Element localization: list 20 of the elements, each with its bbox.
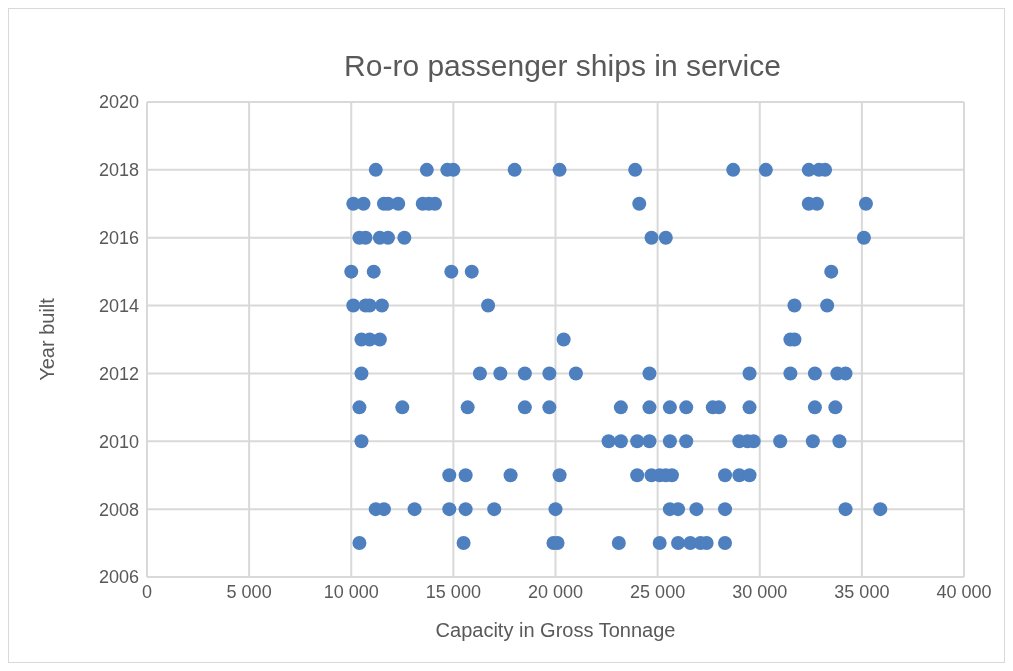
chart-title: Ro-ro passenger ships in service: [343, 49, 782, 83]
x-tick-label: 15 000: [425, 581, 481, 602]
y-axis-title: Year built: [36, 297, 59, 381]
x-tick-label: 40 000: [936, 581, 992, 602]
x-tick-label: 10 000: [323, 581, 379, 602]
x-axis-title: Capacity in Gross Tonnage: [435, 619, 676, 641]
y-tick-label: 2012: [98, 363, 139, 384]
y-tick-label: 2006: [98, 567, 139, 588]
y-tick-label: 2014: [98, 295, 139, 316]
x-tick-label: 25 000: [630, 581, 686, 602]
x-tick-label: 0: [141, 581, 153, 602]
x-tick-label: 20 000: [527, 581, 584, 602]
y-tick-label: 2020: [98, 92, 139, 113]
y-tick-label: 2008: [98, 499, 139, 520]
y-tick-label: 2010: [98, 431, 139, 452]
x-tick-label: 30 000: [732, 581, 788, 602]
x-tick-label: 35 000: [834, 581, 890, 602]
x-tick-label: 5 000: [226, 581, 272, 602]
y-tick-label: 2016: [98, 228, 139, 249]
y-tick-label: 2018: [98, 160, 139, 181]
